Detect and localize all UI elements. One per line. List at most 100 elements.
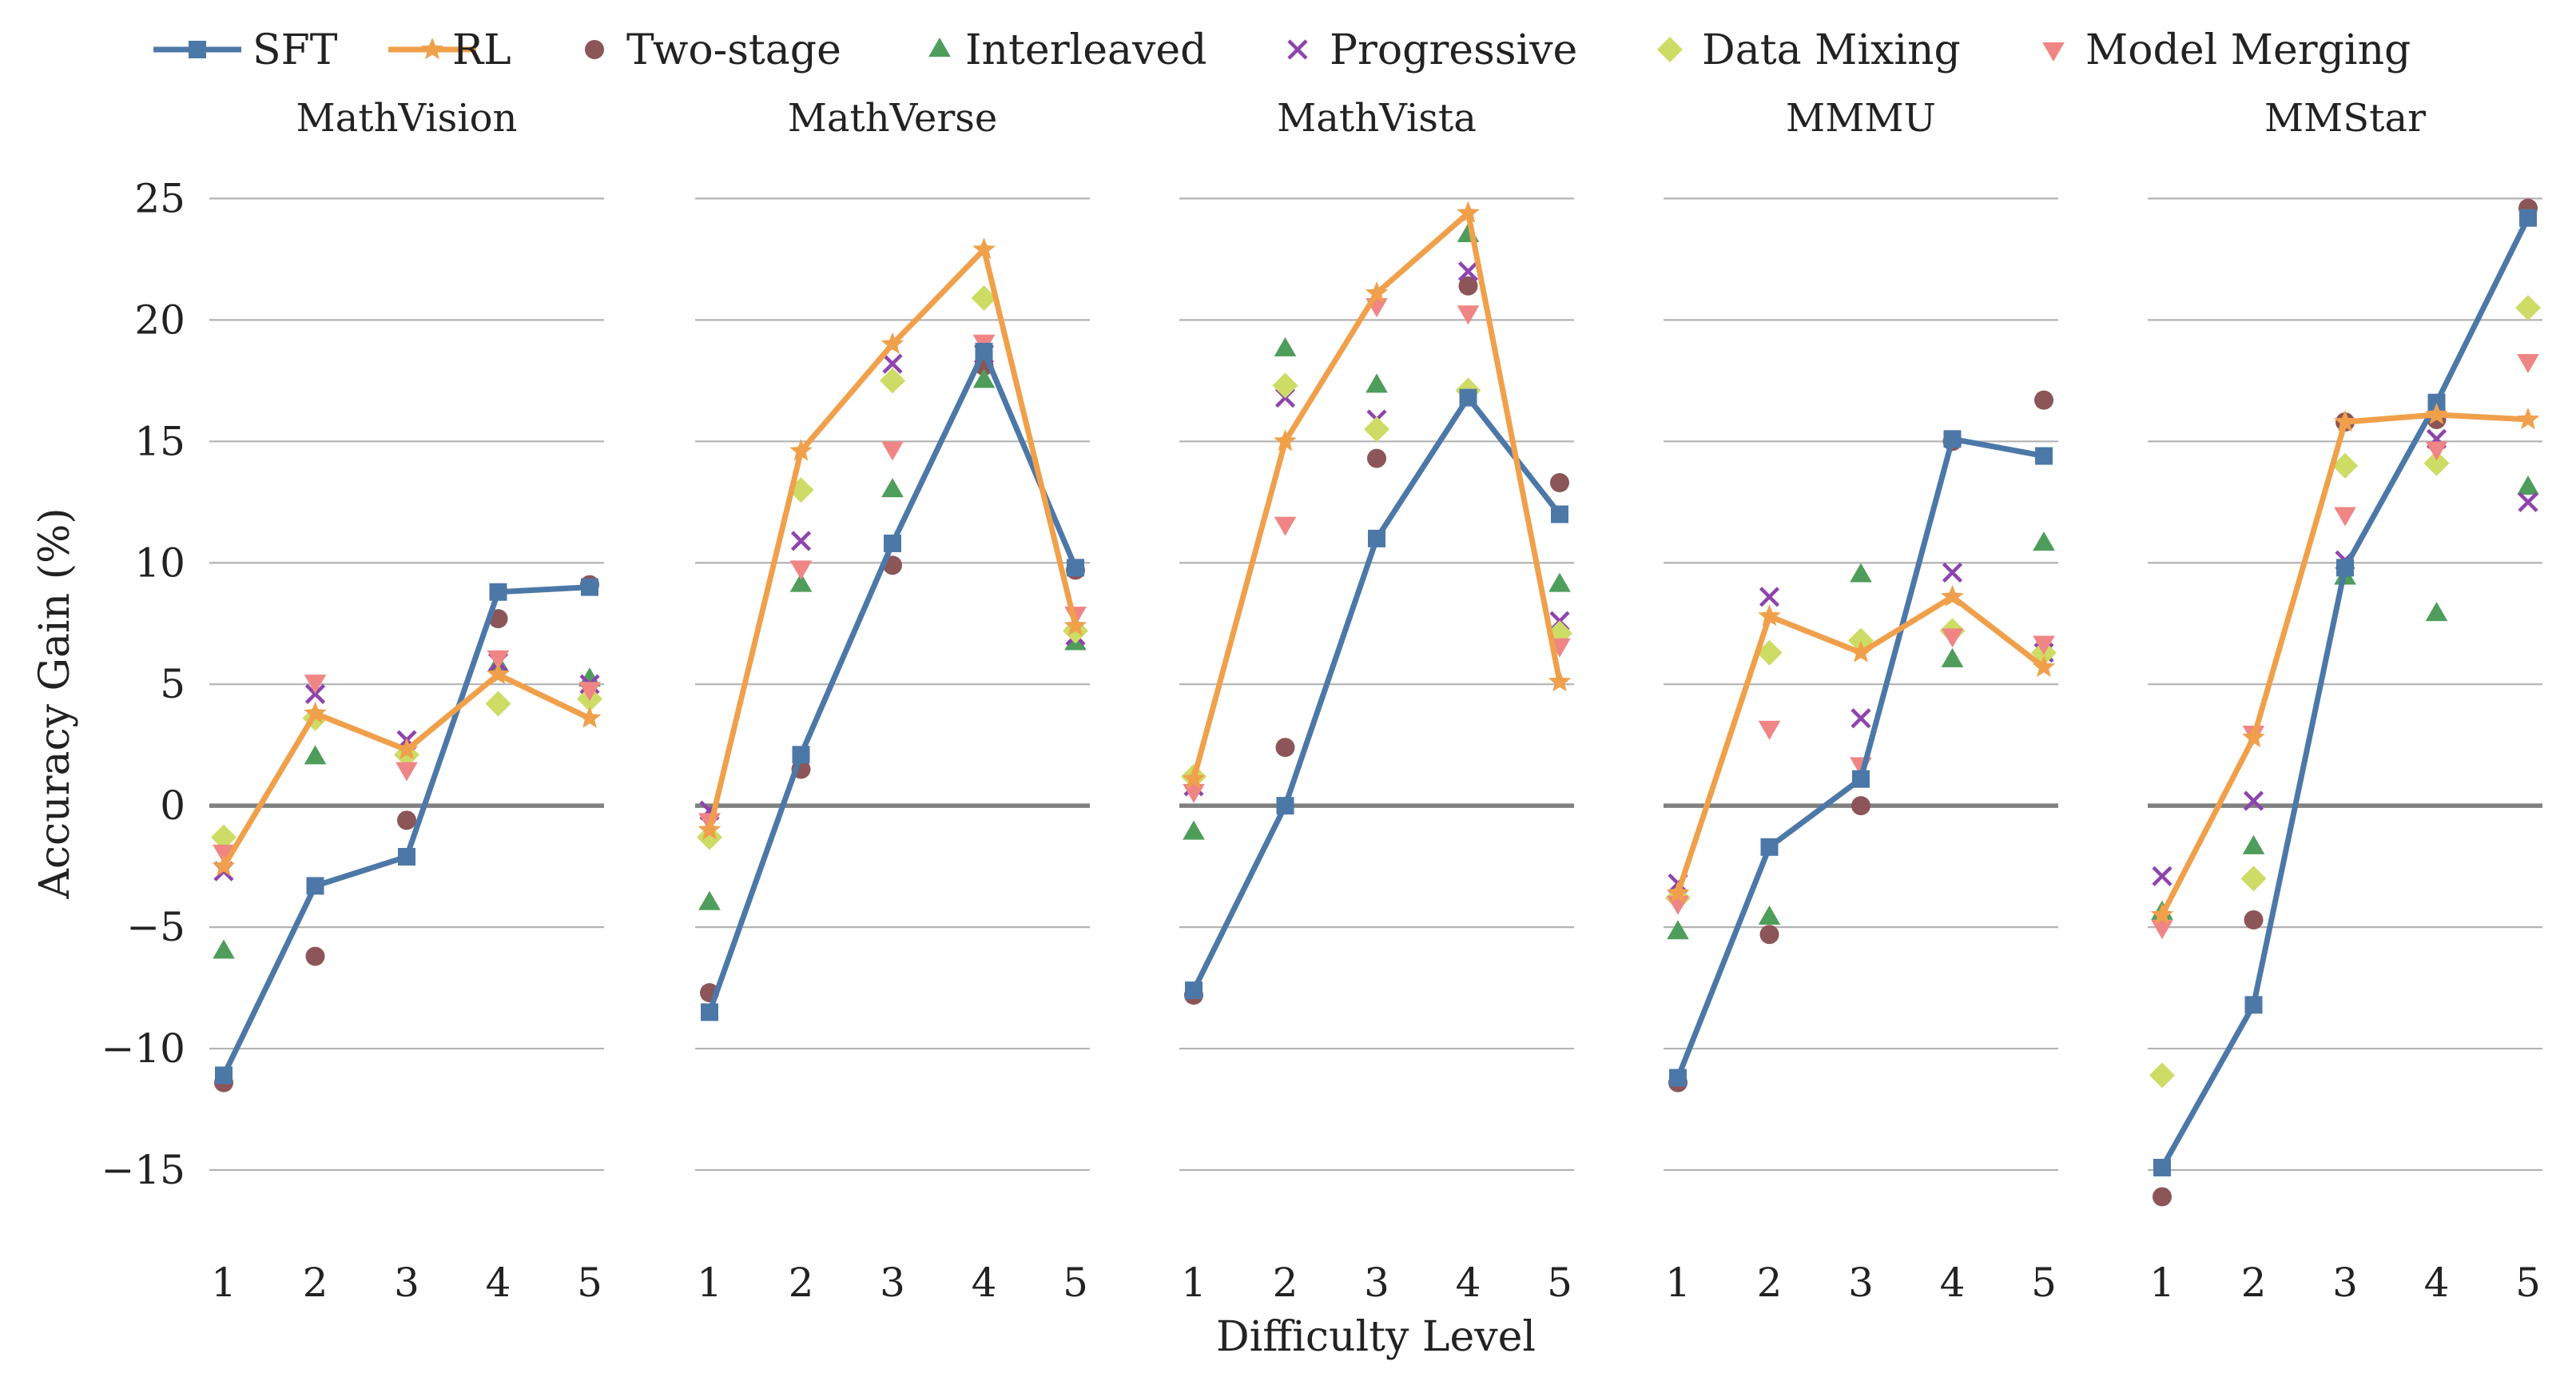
sft-point bbox=[581, 578, 598, 596]
x-tick-label: 2 bbox=[1757, 1260, 1783, 1306]
interleaved-point bbox=[1667, 920, 1689, 940]
data-mixing-point bbox=[880, 368, 905, 394]
panel-mmmu: MMMU 1 2 3 4 5 bbox=[1664, 96, 2058, 1306]
two-stage-point bbox=[1851, 796, 1870, 816]
y-tick-label: −10 bbox=[101, 1025, 185, 1072]
legend-swatch-marker bbox=[1287, 39, 1308, 60]
panel-mathvision: MathVision −15 −10 −5 0 5 10 15 20 25 1 2 3 4 5 bbox=[101, 96, 604, 1306]
legend-swatch-marker bbox=[420, 38, 444, 60]
x-tick-label: 5 bbox=[1063, 1260, 1088, 1306]
rl-point bbox=[2425, 402, 2448, 424]
sft-line bbox=[2159, 215, 2531, 1171]
sft-point bbox=[975, 342, 993, 360]
rl-point bbox=[395, 738, 419, 760]
x-tick-label: 2 bbox=[303, 1260, 328, 1306]
interleaved-point bbox=[1366, 373, 1388, 393]
rl-line bbox=[2159, 412, 2531, 918]
progressive-point bbox=[790, 531, 812, 551]
x-tick-label: 4 bbox=[1456, 1260, 1481, 1306]
x-tick-label: 1 bbox=[1665, 1260, 1691, 1306]
legend-swatch-marker bbox=[928, 38, 951, 57]
data-mixing-point bbox=[2515, 295, 2541, 321]
rl-point bbox=[1274, 429, 1297, 452]
sft-point bbox=[398, 847, 415, 866]
sft-point bbox=[2244, 996, 2263, 1014]
progressive-point bbox=[882, 353, 903, 374]
data-mixing-point bbox=[1364, 416, 1389, 443]
x-tick-label: 4 bbox=[486, 1260, 511, 1306]
x-tick-label: 4 bbox=[2424, 1260, 2450, 1306]
rl-point bbox=[212, 854, 236, 877]
data-mixing-point bbox=[2332, 452, 2358, 479]
sft-point bbox=[489, 583, 507, 601]
progressive-point bbox=[1851, 708, 1871, 729]
interleaved-point bbox=[2517, 476, 2539, 496]
interleaved-point bbox=[578, 667, 601, 687]
y-tick-label: 0 bbox=[160, 782, 185, 829]
x-tick-label: 1 bbox=[2149, 1260, 2175, 1306]
rl-point bbox=[972, 237, 996, 260]
legend-label: Progressive bbox=[1330, 26, 1577, 74]
sft-point bbox=[2035, 447, 2053, 465]
model-merging-point bbox=[1274, 516, 1297, 536]
interleaved-point bbox=[1274, 336, 1297, 356]
model-merging-point bbox=[2033, 635, 2055, 655]
sft-point bbox=[792, 746, 810, 764]
panel-title: MathVision bbox=[296, 96, 518, 141]
two-stage-point bbox=[2244, 909, 2264, 929]
x-tick-label: 5 bbox=[2031, 1260, 2057, 1306]
panel-mathvista: MathVista 1 2 3 4 5 bbox=[1179, 96, 1574, 1306]
x-tick-label: 5 bbox=[577, 1260, 602, 1306]
model-merging-point bbox=[1758, 720, 1781, 740]
rl-point bbox=[1941, 584, 1964, 607]
sft-point bbox=[1067, 559, 1084, 577]
y-tick-label: −5 bbox=[126, 904, 185, 950]
model-merging-point bbox=[1941, 628, 1964, 648]
legend-item-two-stage: Two-stage bbox=[585, 26, 841, 74]
data-mixing-point bbox=[971, 285, 997, 311]
rl-point bbox=[2242, 726, 2265, 748]
rl-point bbox=[1849, 640, 1873, 663]
sft-line bbox=[1191, 395, 1563, 993]
interleaved-point bbox=[881, 478, 904, 498]
sft-point bbox=[1551, 505, 1568, 523]
rl-point bbox=[881, 332, 904, 354]
sft-point bbox=[215, 1066, 233, 1085]
progressive-point bbox=[1942, 562, 1963, 583]
progressive-point bbox=[304, 683, 326, 704]
x-tick-label: 3 bbox=[394, 1260, 419, 1306]
legend-swatch-marker bbox=[1657, 37, 1683, 62]
sft-point bbox=[2336, 559, 2354, 577]
interleaved-point bbox=[1758, 905, 1781, 925]
sft-point bbox=[2519, 209, 2537, 227]
model-merging-point bbox=[487, 650, 510, 670]
two-stage-point bbox=[1275, 738, 1295, 758]
model-merging-point bbox=[213, 844, 235, 864]
rl-point bbox=[1063, 614, 1087, 636]
legend-swatch-marker bbox=[189, 41, 206, 58]
sft-point bbox=[1943, 430, 1962, 448]
panel-mmstar: MMStar 1 2 3 4 5 bbox=[2148, 96, 2542, 1306]
x-tick-label: 1 bbox=[697, 1260, 722, 1306]
model-merging-point bbox=[396, 762, 418, 782]
rl-point bbox=[1758, 604, 1781, 627]
rl-point bbox=[2516, 407, 2540, 430]
x-tick-label: 4 bbox=[972, 1260, 997, 1306]
progressive-point bbox=[1457, 261, 1479, 282]
progressive-point bbox=[1759, 587, 1780, 607]
x-tick-label: 5 bbox=[2515, 1260, 2541, 1306]
x-tick-label: 1 bbox=[1181, 1260, 1207, 1306]
model-merging-point bbox=[2425, 441, 2448, 461]
model-merging-point bbox=[1457, 305, 1480, 325]
sft-point bbox=[306, 877, 324, 895]
data-mixing-point bbox=[2240, 866, 2267, 892]
panel-title: MMStar bbox=[2264, 96, 2426, 141]
data-mixing-point bbox=[697, 824, 722, 850]
two-stage-point bbox=[1458, 276, 1478, 296]
model-merging-point bbox=[1183, 783, 1205, 803]
data-mixing-point bbox=[211, 824, 237, 850]
sft-point bbox=[1760, 838, 1779, 856]
data-mixing-point bbox=[1756, 639, 1783, 666]
legend-item-rl: RL bbox=[388, 26, 511, 74]
legend-item-sft: SFT bbox=[153, 26, 338, 74]
